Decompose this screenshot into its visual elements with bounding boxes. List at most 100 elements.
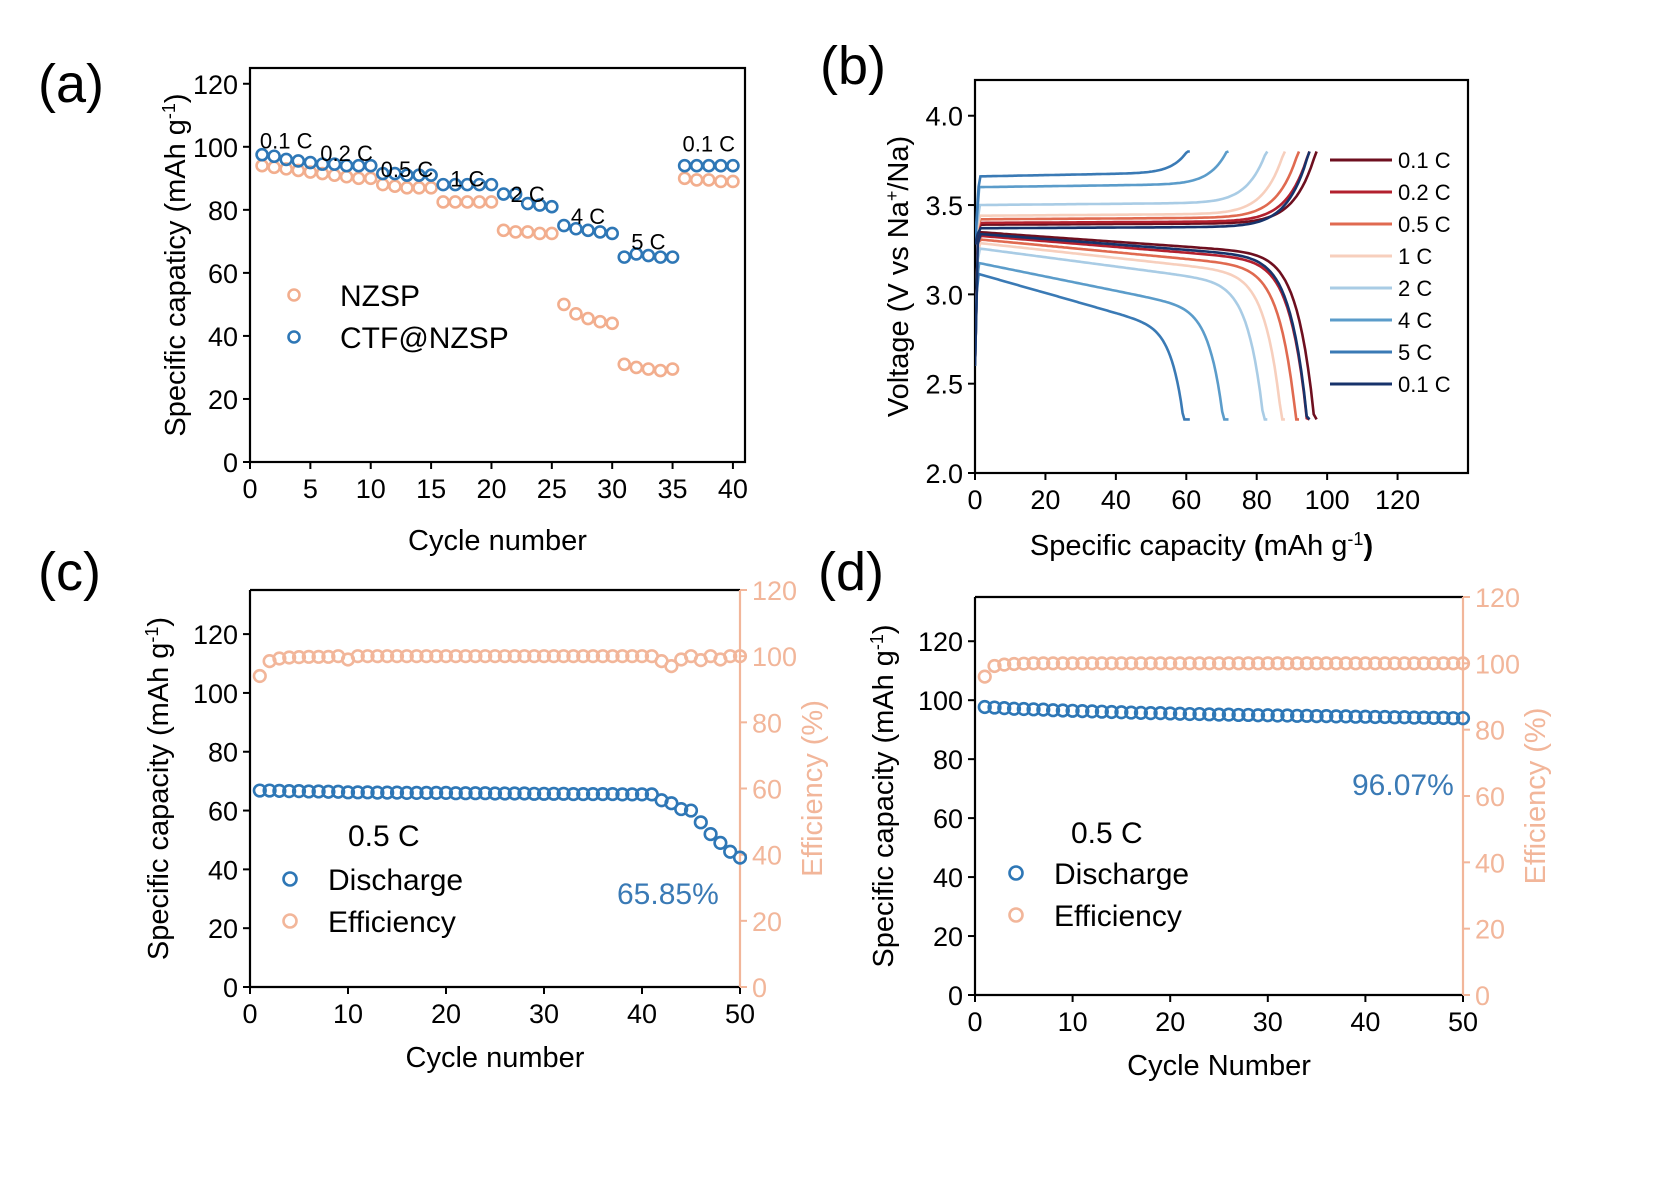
data-point xyxy=(436,177,450,192)
data-point xyxy=(556,649,571,664)
y-axis-label-text: Specific capaticy (mAh g xyxy=(160,119,192,437)
y-axis-label-sup: -1 xyxy=(159,103,179,119)
data-point xyxy=(1016,656,1031,671)
panel-d: (d)0 10 20 30 40 5002040608010012002040608010… xyxy=(818,542,1552,1082)
data-point xyxy=(429,785,444,801)
legend-label: 2 C xyxy=(1398,276,1432,301)
data-point xyxy=(536,649,552,664)
data-point xyxy=(546,649,561,664)
data-point xyxy=(1241,707,1256,723)
y-axis-label: Voltage (V vs Na+/Na) xyxy=(882,136,915,417)
data-point xyxy=(1250,656,1266,671)
data-point xyxy=(436,195,450,209)
x-axis-label-unit: mAh g xyxy=(1264,530,1348,562)
data-point xyxy=(605,649,620,664)
legend-label: 0.5 C xyxy=(1398,212,1451,237)
data-point xyxy=(557,297,571,312)
discharge-curve xyxy=(975,247,1268,421)
y-tick-label: 60 xyxy=(933,804,963,834)
data-point xyxy=(1055,656,1070,671)
data-point xyxy=(569,307,583,321)
data-point xyxy=(484,195,499,209)
x-axis-label: Specific capacity (mAh g-1) xyxy=(1030,529,1373,562)
data-point xyxy=(1045,656,1061,671)
legend-label: 5 C xyxy=(1398,340,1432,365)
data-point xyxy=(291,784,307,799)
data-point xyxy=(478,649,493,664)
data-point xyxy=(380,649,395,664)
data-point xyxy=(497,786,512,801)
data-point xyxy=(448,649,463,664)
data-point xyxy=(370,649,385,664)
legend-label: 0.1 C xyxy=(1398,372,1451,397)
y-tick-label: 3.0 xyxy=(925,280,963,310)
data-point xyxy=(585,649,601,664)
data-point xyxy=(664,658,679,674)
data-point xyxy=(1114,656,1129,671)
data-point xyxy=(605,226,619,241)
x-tick-label: 15 xyxy=(416,474,446,504)
y-tick-label: 2.0 xyxy=(925,459,963,489)
data-point xyxy=(1006,656,1022,672)
legend-label-efficiency: Efficiency xyxy=(1054,900,1182,933)
data-point xyxy=(409,785,424,801)
discharge-curve xyxy=(975,230,1318,421)
data-point xyxy=(487,786,503,801)
data-point xyxy=(557,218,571,233)
data-point xyxy=(713,835,728,851)
data-point xyxy=(634,649,650,664)
discharge-curve xyxy=(975,261,1229,421)
x-axis-label-sup: -1 xyxy=(1347,529,1363,549)
discharge-curve xyxy=(975,232,1311,421)
data-point xyxy=(726,174,740,189)
legend-marker-discharge xyxy=(1008,865,1024,881)
x-tick-label: 0 xyxy=(967,485,982,515)
data-point xyxy=(460,195,475,209)
data-point xyxy=(321,649,336,664)
data-point xyxy=(689,158,704,173)
data-point xyxy=(1299,656,1314,671)
data-point xyxy=(714,158,728,173)
data-point xyxy=(282,650,297,665)
y2-tick-label: 80 xyxy=(752,708,782,738)
y2-axis-label: Efficiency (%) xyxy=(797,700,829,877)
data-point xyxy=(1085,656,1100,671)
data-point xyxy=(282,784,297,799)
legend: NZSP CTF@NZSP xyxy=(287,280,509,355)
data-point xyxy=(617,250,632,264)
data-point xyxy=(1036,702,1051,717)
y2-tick-label: 100 xyxy=(1475,649,1520,679)
charge-curve xyxy=(975,151,1301,245)
data-point xyxy=(389,785,405,800)
y-axis-label-close: ) xyxy=(160,93,192,103)
data-point xyxy=(546,786,561,801)
x-tick-label: 35 xyxy=(658,474,688,504)
legend-label-discharge: Discharge xyxy=(328,864,463,897)
data-point xyxy=(625,649,640,664)
data-point xyxy=(321,784,336,799)
data-point xyxy=(1426,710,1441,725)
y-tick-label: 120 xyxy=(193,70,238,100)
data-point xyxy=(1055,703,1070,718)
y2-tick-label: 20 xyxy=(752,907,782,937)
y-tick-label: 120 xyxy=(193,620,238,650)
data-point xyxy=(1436,656,1451,671)
data-point xyxy=(419,649,434,664)
data-point xyxy=(360,785,375,800)
rate-annotation: 0.5 C xyxy=(381,157,434,182)
y-tick-label: 80 xyxy=(208,738,238,768)
data-point xyxy=(1192,656,1207,671)
data-point xyxy=(1377,709,1393,725)
data-point xyxy=(977,699,992,715)
x-tick-label: 40 xyxy=(1350,1007,1380,1037)
data-point xyxy=(424,168,438,182)
data-point xyxy=(1358,709,1373,724)
data-point xyxy=(1250,708,1266,723)
y-tick-label: 0 xyxy=(223,448,238,478)
data-point xyxy=(527,786,542,801)
data-point xyxy=(497,649,512,664)
data-point xyxy=(536,786,552,801)
data-point xyxy=(370,785,385,800)
data-point xyxy=(1241,656,1256,671)
data-point xyxy=(1309,656,1324,671)
